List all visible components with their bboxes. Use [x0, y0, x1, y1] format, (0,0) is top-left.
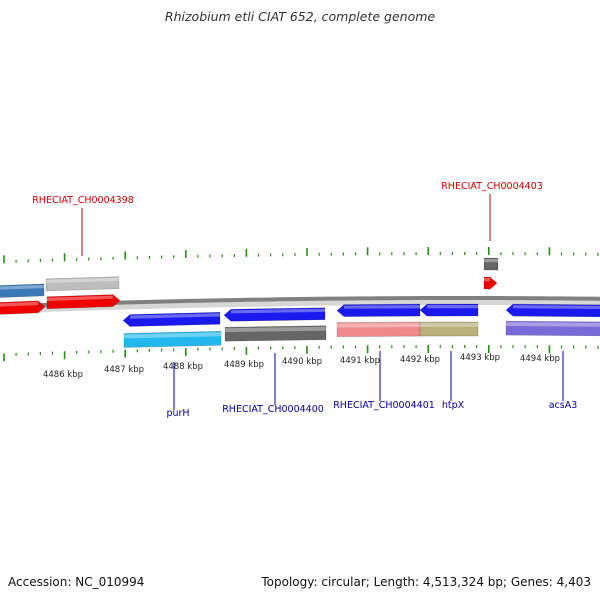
gene-pink-block[interactable]	[336, 321, 421, 337]
gene-small-grey-highlight	[484, 259, 498, 263]
gene-RHECIAT_CH0004401[interactable]	[336, 303, 421, 317]
backbone-shadow	[0, 299, 600, 314]
gene-purple-block-highlight	[506, 322, 600, 327]
gene-RHECIAT_CH0004401-highlight	[344, 305, 420, 309]
gene-purple-block-body	[505, 320, 600, 337]
axis-label-kbp: 4486 kbp	[43, 370, 83, 380]
gene-strand-red-1[interactable]	[0, 300, 46, 315]
gene-small-red-highlight	[484, 278, 490, 282]
gene-upper-lightgrey[interactable]	[45, 276, 120, 292]
page-title: Rhizobium etli CIAT 652, complete genome	[164, 9, 436, 24]
gene-label-bottom[interactable]: RHECIAT_CH0004401	[333, 400, 435, 411]
accession-text: Accession: NC_010994	[8, 575, 145, 589]
axis-label-kbp: 4492 kbp	[400, 355, 440, 365]
gene-grey-block-highlight	[225, 326, 326, 333]
gene-strand-red-1-body	[0, 300, 46, 315]
gene-grey-block[interactable]	[224, 325, 327, 342]
axis-label-kbp: 4490 kbp	[282, 357, 322, 367]
genome-stats-text: Topology: circular; Length: 4,513,324 bp…	[261, 575, 591, 589]
gene-purple-block[interactable]	[505, 320, 600, 337]
gene-label-bottom[interactable]: RHECIAT_CH0004400	[222, 404, 324, 415]
gene-htpX-body	[419, 303, 479, 317]
gene-upper-lightgrey-highlight	[46, 277, 119, 284]
gene-small-grey-body	[483, 257, 499, 271]
gene-pink-block-highlight	[337, 323, 420, 328]
gene-olive-block-body	[419, 321, 479, 337]
gene-grey-block-body	[224, 325, 327, 342]
axis-label-kbp: 4487 kbp	[104, 365, 144, 375]
gene-cyan-block-highlight	[124, 332, 221, 339]
gene-purH-body	[122, 311, 221, 327]
gene-acsA3-body	[505, 303, 600, 318]
gene-htpX[interactable]	[419, 303, 479, 317]
gene-label-top[interactable]: RHECIAT_CH0004398	[32, 195, 134, 206]
axis-label-kbp: 4491 kbp	[340, 356, 380, 366]
gene-label-top[interactable]: RHECIAT_CH0004403	[441, 181, 543, 192]
gene-RHECIAT_CH0004400-highlight	[231, 308, 325, 314]
gene-upper-steelblue-highlight	[0, 284, 44, 290]
gene-purH-highlight	[130, 313, 220, 319]
gene-label-bottom[interactable]: purH	[166, 408, 189, 419]
gene-upper-steelblue[interactable]	[0, 283, 45, 298]
gene-strand-red-2-body	[46, 294, 121, 310]
gene-small-grey[interactable]	[483, 257, 499, 271]
gene-RHECIAT_CH0004400-body	[223, 307, 326, 322]
gene-acsA3[interactable]	[505, 303, 600, 318]
gene-strand-red-2[interactable]	[46, 294, 121, 310]
gene-strand-red-2-highlight	[47, 295, 113, 301]
axis-label-kbp: 4493 kbp	[460, 353, 500, 363]
axis-label-kbp: 4488 kbp	[163, 362, 203, 372]
gene-upper-steelblue-body	[0, 283, 45, 298]
axis-label-kbp: 4489 kbp	[224, 360, 264, 370]
gene-cyan-block[interactable]	[123, 330, 222, 348]
gene-purH[interactable]	[122, 311, 221, 327]
gene-cyan-block-body	[123, 330, 222, 348]
gene-strand-red-1-highlight	[0, 301, 38, 307]
gene-RHECIAT_CH0004400[interactable]	[223, 307, 326, 322]
gene-olive-block[interactable]	[419, 321, 479, 337]
gene-olive-block-highlight	[420, 323, 478, 327]
gene-RHECIAT_CH0004401-body	[336, 303, 421, 317]
gene-small-red-body	[483, 276, 498, 290]
gene-htpX-highlight	[427, 305, 478, 309]
axis-label-kbp: 4494 kbp	[520, 354, 560, 364]
gene-small-red[interactable]	[483, 276, 498, 290]
gene-upper-lightgrey-body	[45, 276, 120, 292]
gene-label-bottom[interactable]: htpX	[442, 400, 465, 411]
gene-label-bottom[interactable]: acsA3	[549, 400, 578, 411]
gene-acsA3-highlight	[513, 305, 600, 310]
